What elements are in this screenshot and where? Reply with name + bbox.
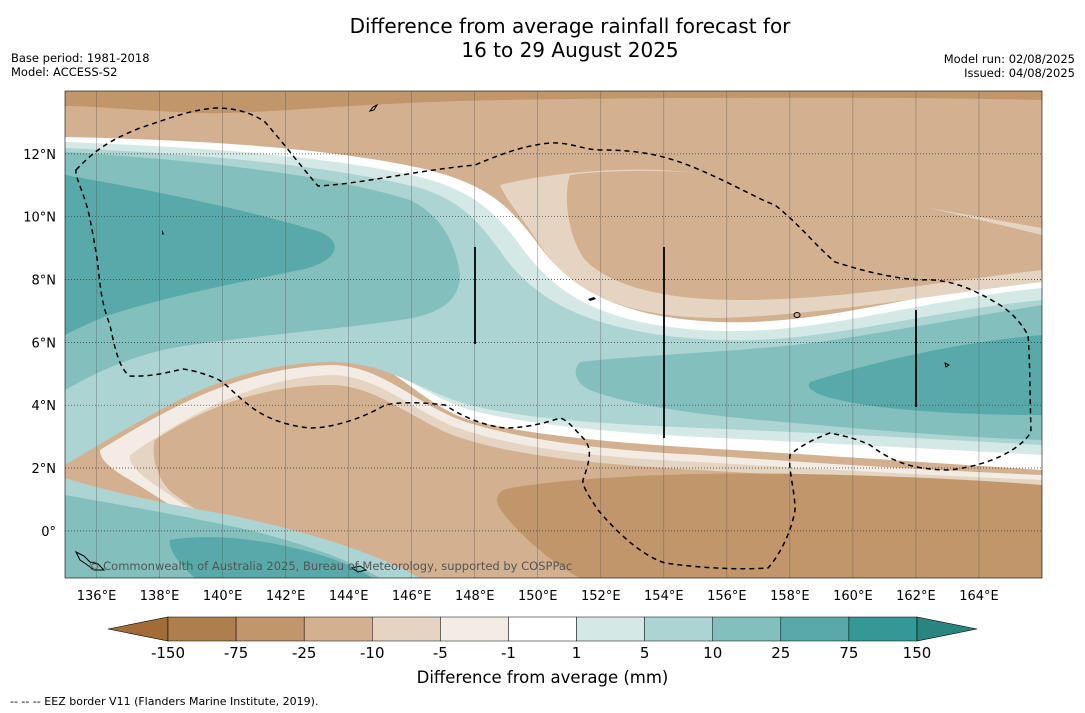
contour-north-dry-inner <box>566 170 1042 300</box>
longitude-label: 146°E <box>392 589 432 604</box>
island-mariana <box>368 103 379 112</box>
model-run: Model run: 02/08/2025 <box>943 52 1075 66</box>
model-name: Model: ACCESS-S2 <box>11 65 118 79</box>
longitude-label: 162°E <box>896 589 936 604</box>
contour-wet-teal-4-east <box>808 335 1042 415</box>
latitude-label: 0° <box>41 525 56 540</box>
latitude-label: 2°N <box>32 462 57 477</box>
graticule <box>65 91 1042 578</box>
colorbar-segment <box>576 616 645 642</box>
latitude-label: 6°N <box>32 336 57 351</box>
colorbar-tick-label: 150 <box>903 644 932 662</box>
colorbar-tick-label: 75 <box>839 644 858 662</box>
colorbar-tick-label: -150 <box>151 644 185 662</box>
colorbar-segment <box>235 616 305 642</box>
longitude-label: 154°E <box>644 589 684 604</box>
colorbar-segment <box>303 616 373 642</box>
base-period: Base period: 1981-2018 <box>11 51 150 65</box>
colorbar-tick-label: -5 <box>433 644 448 662</box>
longitude-label: 158°E <box>770 589 810 604</box>
map-title: Difference from average rainfall forecas… <box>0 14 1085 62</box>
longitude-label: 152°E <box>581 589 621 604</box>
island-pohnpei <box>793 312 801 318</box>
colorbar-segment <box>780 616 850 642</box>
contour-south-dry-dark <box>497 473 1042 578</box>
colorbar-tick-label: -75 <box>224 644 249 662</box>
colorbar: -150 -75 -25 -10 -5 -1 1 5 10 25 75 150 <box>107 616 978 662</box>
longitude-label: 138°E <box>140 589 180 604</box>
longitude-label: 144°E <box>329 589 369 604</box>
latitude-labels: 12°N 10°N 8°N 6°N 4°N 2°N 0° <box>23 148 56 540</box>
colorbar-tick-label: -10 <box>360 644 385 662</box>
run-info: Model run: 02/08/2025 Issued: 04/08/2025 <box>944 52 1075 80</box>
contour-south-teal-3 <box>169 537 372 578</box>
colorbar-segment <box>440 616 509 642</box>
map-frame <box>64 90 1043 579</box>
latitude-label: 12°N <box>23 148 56 163</box>
island-manus <box>350 565 368 573</box>
colorbar-tick-label: 5 <box>640 644 650 662</box>
colorbar-tick-label: 25 <box>771 644 790 662</box>
colorbar-tick-label: 1 <box>572 644 582 662</box>
longitude-label: 164°E <box>959 589 999 604</box>
island-chuuk <box>588 297 596 301</box>
colorbar-title: Difference from average (mm) <box>416 668 669 687</box>
colorbar-segment <box>712 616 782 642</box>
colorbar-extend-low <box>107 616 169 642</box>
latitude-label: 10°N <box>23 211 56 226</box>
contour-wet-teal-4 <box>65 175 335 335</box>
longitude-label: 140°E <box>203 589 243 604</box>
island-palau <box>162 230 164 235</box>
island-kosrae <box>944 362 950 368</box>
contour-north-dry-strip <box>65 91 1042 104</box>
longitude-label: 160°E <box>833 589 873 604</box>
latitude-label: 4°N <box>32 399 57 414</box>
longitude-label: 142°E <box>266 589 306 604</box>
footer-note: -- -- -- EEZ border V11 (Flanders Marine… <box>10 695 319 708</box>
colorbar-tick-label: -1 <box>501 644 516 662</box>
latitude-label: 8°N <box>32 274 57 289</box>
map-plot-area: © Commonwealth of Australia 2025, Bureau… <box>65 91 1042 578</box>
longitude-label: 148°E <box>455 589 495 604</box>
longitude-label: 150°E <box>518 589 558 604</box>
model-info: Base period: 1981-2018 Model: ACCESS-S2 <box>11 51 150 79</box>
issued-date: Issued: 04/08/2025 <box>964 66 1075 80</box>
colorbar-segment <box>508 616 577 642</box>
eez-border-west <box>75 107 1032 570</box>
colorbar-extend-high <box>916 616 978 642</box>
colorbar-segment <box>167 616 237 642</box>
island-png-coast <box>74 550 106 571</box>
title-line-1: Difference from average rainfall forecas… <box>349 14 791 38</box>
colorbar-segment <box>848 616 918 642</box>
longitude-label: 136°E <box>77 589 117 604</box>
longitude-labels: 136°E 138°E 140°E 142°E 144°E 146°E 148°E 150°E… <box>77 589 999 604</box>
copyright-text: © Commonwealth of Australia 2025, Bureau… <box>88 559 572 573</box>
colorbar-tick-label: -25 <box>292 644 317 662</box>
longitude-label: 156°E <box>707 589 747 604</box>
colorbar-segment <box>644 616 713 642</box>
colorbar-tick-label: 10 <box>703 644 722 662</box>
colorbar-segment <box>372 616 441 642</box>
title-line-2: 16 to 29 August 2025 <box>461 38 679 62</box>
